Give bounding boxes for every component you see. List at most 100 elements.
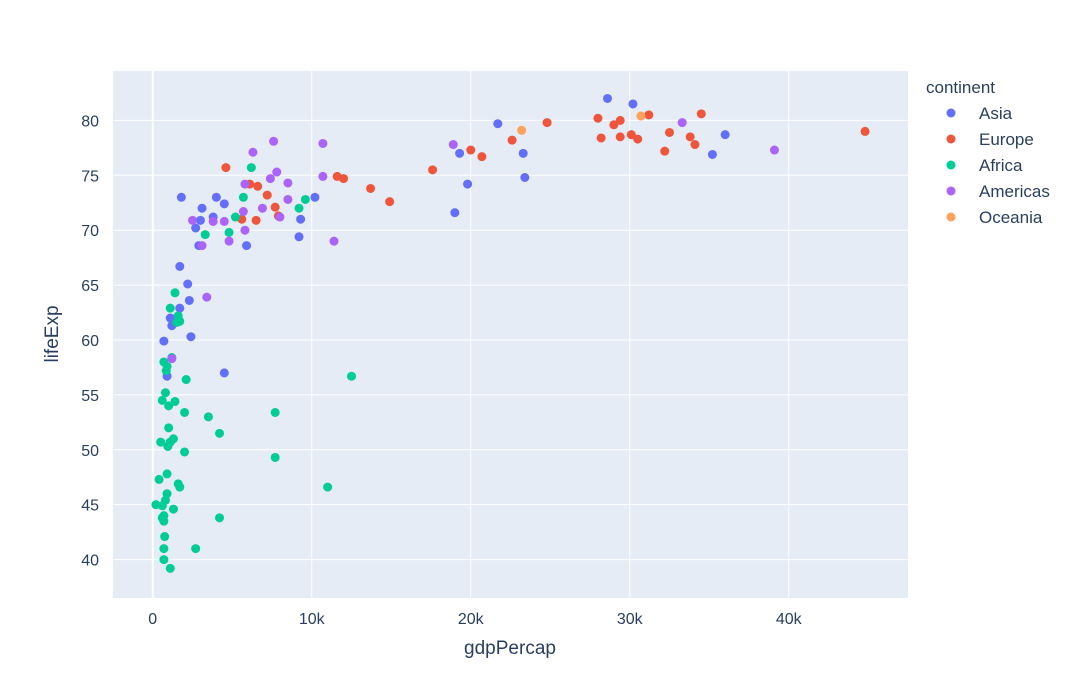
data-point-asia[interactable] [211,192,221,202]
data-point-europe[interactable] [860,126,870,136]
data-point-americas[interactable] [769,145,779,155]
data-point-africa[interactable] [230,212,240,222]
data-point-asia[interactable] [310,192,320,202]
data-point-asia[interactable] [175,261,185,271]
data-point-africa[interactable] [154,474,164,484]
data-point-europe[interactable] [615,115,625,125]
data-point-africa[interactable] [170,288,180,298]
data-point-asia[interactable] [296,214,306,224]
data-point-africa[interactable] [157,513,167,523]
data-point-africa[interactable] [164,423,174,433]
data-point-europe[interactable] [542,118,552,128]
data-point-africa[interactable] [191,544,201,554]
data-point-americas[interactable] [283,194,293,204]
data-point-americas[interactable] [240,225,250,235]
data-point-americas[interactable] [248,147,258,157]
data-point-europe[interactable] [615,132,625,142]
data-point-americas[interactable] [238,207,248,217]
data-point-africa[interactable] [347,371,356,381]
data-point-americas[interactable] [257,203,267,213]
data-point-africa[interactable] [294,203,304,213]
data-point-europe[interactable] [596,133,606,143]
data-point-europe[interactable] [366,183,376,193]
data-point-africa[interactable] [163,441,173,451]
data-point-europe[interactable] [685,132,695,142]
data-point-africa[interactable] [203,412,213,422]
data-point-africa[interactable] [159,544,169,554]
data-point-asia[interactable] [219,199,229,209]
data-point-asia[interactable] [159,336,169,346]
data-point-asia[interactable] [602,93,612,103]
data-point-europe[interactable] [593,113,603,123]
data-point-asia[interactable] [191,223,201,233]
data-point-europe[interactable] [251,215,261,225]
data-point-americas[interactable] [219,216,229,226]
data-point-asia[interactable] [520,172,530,182]
legend-item-africa[interactable]: Africa [946,156,1024,175]
data-point-africa[interactable] [180,447,190,457]
data-point-americas[interactable] [272,167,282,177]
data-point-europe[interactable] [385,197,395,207]
data-point-europe[interactable] [696,109,706,119]
data-point-africa[interactable] [165,303,175,313]
data-point-asia[interactable] [518,148,528,158]
data-point-asia[interactable] [183,279,193,289]
data-point-europe[interactable] [626,130,636,140]
data-point-africa[interactable] [164,401,174,411]
data-point-africa[interactable] [159,357,169,367]
data-point-americas[interactable] [269,136,279,146]
legend[interactable]: continent Asia Europe Africa Americas Oceani… [926,78,1050,227]
data-point-americas[interactable] [283,178,293,188]
legend-item-oceania[interactable]: Oceania [946,208,1043,227]
data-point-asia[interactable] [493,119,503,129]
data-point-europe[interactable] [507,135,517,145]
data-point-africa[interactable] [160,532,170,542]
data-point-europe[interactable] [633,134,643,144]
data-point-asia[interactable] [197,203,207,213]
data-point-americas[interactable] [329,236,339,246]
data-point-africa[interactable] [168,504,178,514]
data-point-africa[interactable] [157,395,167,405]
data-point-africa[interactable] [160,388,170,398]
data-point-europe[interactable] [660,146,670,156]
data-point-asia[interactable] [242,241,252,251]
data-point-africa[interactable] [200,230,210,240]
data-point-americas[interactable] [318,171,328,181]
data-point-europe[interactable] [690,140,700,150]
data-point-africa[interactable] [215,513,225,523]
data-point-asia[interactable] [175,303,185,313]
data-point-africa[interactable] [224,227,234,237]
data-point-europe[interactable] [609,120,619,130]
legend-item-europe[interactable]: Europe [946,130,1034,149]
data-point-africa[interactable] [180,407,190,417]
data-point-africa[interactable] [162,469,172,479]
data-point-africa[interactable] [300,194,310,204]
data-point-asia[interactable] [165,313,175,323]
data-point-asia[interactable] [184,295,194,305]
data-point-africa[interactable] [215,428,225,438]
data-point-africa[interactable] [270,452,280,462]
data-point-europe[interactable] [221,163,231,173]
data-point-europe[interactable] [644,110,654,120]
data-point-africa[interactable] [172,317,182,327]
data-point-africa[interactable] [161,366,171,376]
data-point-asia[interactable] [628,99,638,109]
data-point-africa[interactable] [175,482,185,492]
data-point-americas[interactable] [224,236,234,246]
data-point-asia[interactable] [455,148,465,158]
data-point-africa[interactable] [156,437,166,447]
data-point-africa[interactable] [165,563,175,573]
data-point-americas[interactable] [677,118,687,128]
data-point-europe[interactable] [665,127,674,137]
data-point-asia[interactable] [294,232,304,242]
data-point-americas[interactable] [448,140,458,150]
data-point-europe[interactable] [466,145,476,155]
data-point-asia[interactable] [219,368,229,378]
data-point-americas[interactable] [197,241,207,251]
data-point-africa[interactable] [270,407,280,417]
data-point-americas[interactable] [188,215,197,225]
data-point-americas[interactable] [318,138,328,148]
data-point-europe[interactable] [428,165,438,175]
data-point-africa[interactable] [246,163,256,173]
data-point-europe[interactable] [332,171,342,181]
